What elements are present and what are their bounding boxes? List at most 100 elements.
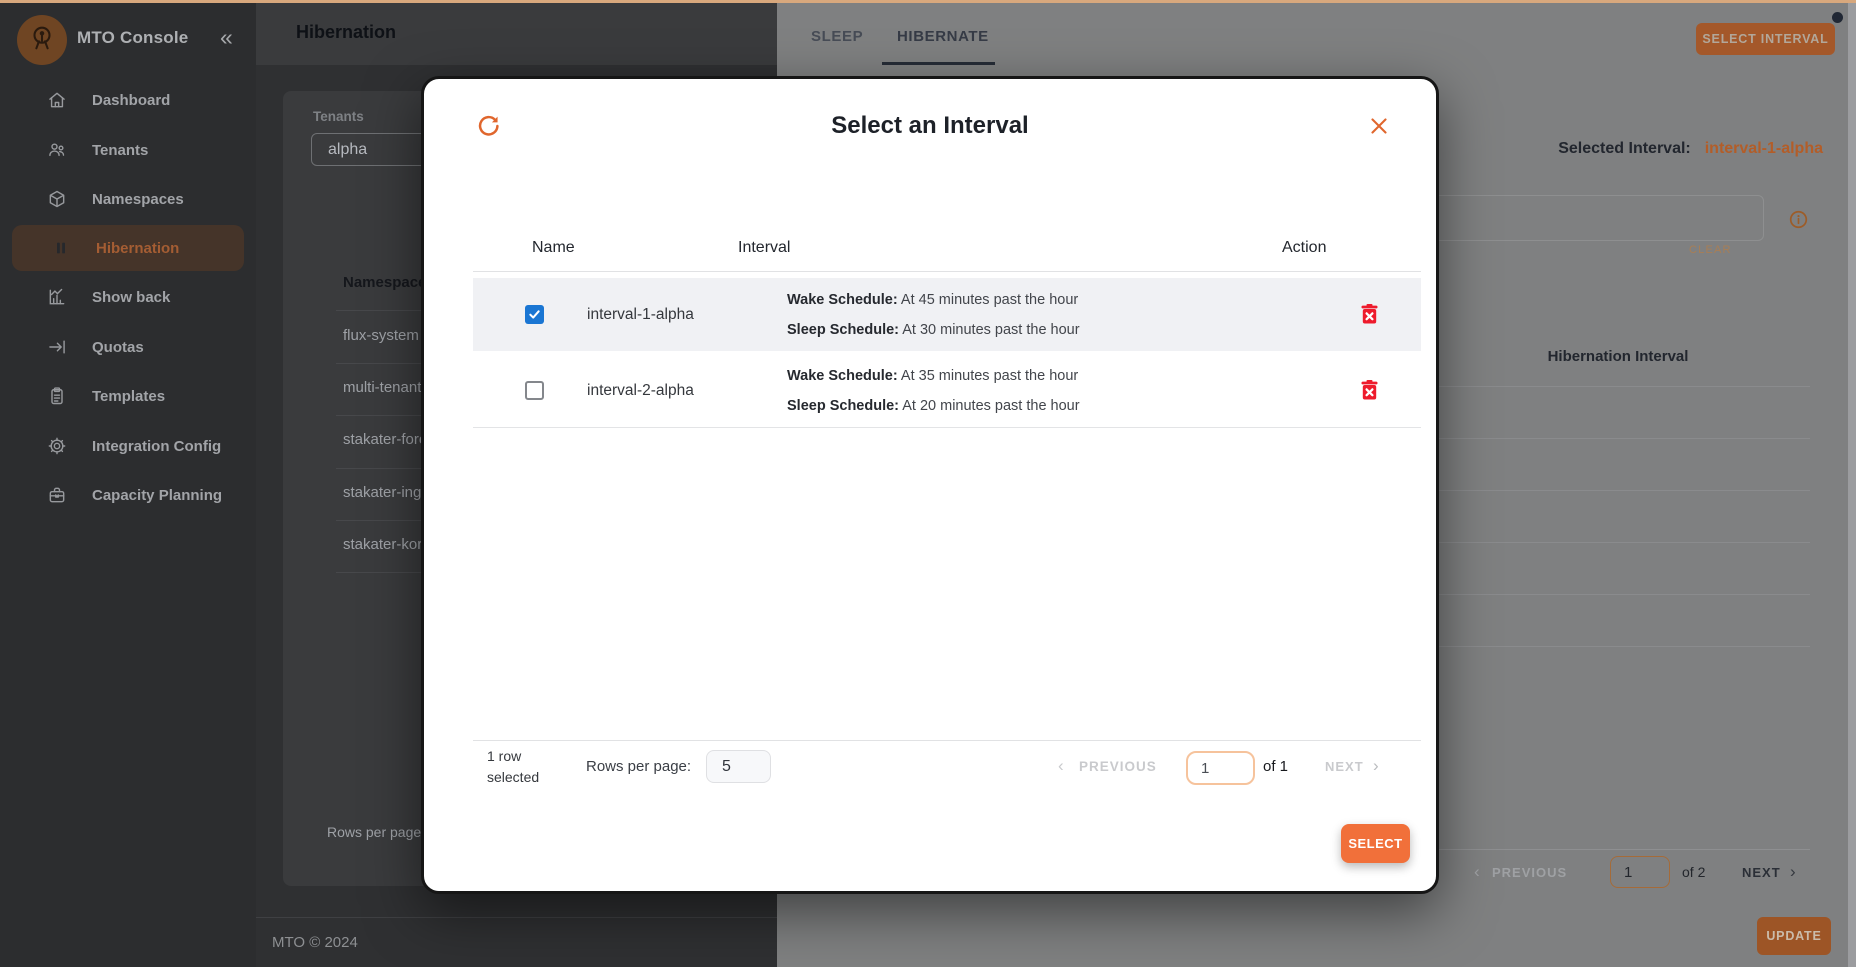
sidebar-item-label: Integration Config xyxy=(92,437,222,455)
scrollbar[interactable] xyxy=(1848,0,1856,967)
tab-hibernate[interactable]: HIBERNATE xyxy=(897,28,989,45)
select-interval-button[interactable]: SELECT INTERVAL xyxy=(1696,23,1835,55)
selected-interval-row: Selected Interval: interval-1-alpha xyxy=(1558,138,1823,160)
wake-schedule-label: Wake Schedule: xyxy=(787,292,898,308)
sidebar-item-hibernation[interactable]: Hibernation xyxy=(12,225,244,271)
namespace-row[interactable]: flux-system xyxy=(343,327,419,344)
divider xyxy=(473,271,1421,272)
close-icon[interactable] xyxy=(1367,114,1391,138)
mto-logo-icon xyxy=(27,23,57,58)
selected-interval-label: Selected Interval: xyxy=(1558,140,1691,157)
sidebar-item-label: Tenants xyxy=(92,141,149,159)
row-checkbox-unchecked[interactable] xyxy=(525,381,544,400)
sidebar-item-label: Show back xyxy=(92,288,171,306)
divider xyxy=(473,740,1421,741)
delete-icon[interactable] xyxy=(1361,304,1378,324)
sleep-schedule-text: At 30 minutes past the hour xyxy=(899,322,1080,338)
sleep-schedule: Sleep Schedule: At 30 minutes past the h… xyxy=(787,322,1080,338)
page-number-input[interactable] xyxy=(1186,751,1255,785)
sidebar-item-label: Templates xyxy=(92,387,166,405)
select-interval-dialog: Select an Interval Name Interval Action … xyxy=(421,76,1439,894)
wake-schedule-label: Wake Schedule: xyxy=(787,368,898,384)
wake-schedule: Wake Schedule: At 45 minutes past the ho… xyxy=(787,292,1078,308)
chevron-left-icon: ‹ xyxy=(1474,862,1480,881)
dialog-title: Select an Interval xyxy=(831,112,1029,139)
page-count-label: of 1 xyxy=(1263,758,1289,775)
mto-logo xyxy=(17,15,67,65)
sidebar-item-tenants[interactable]: Tenants xyxy=(8,127,248,173)
active-tab-indicator xyxy=(882,62,995,65)
rows-per-page-select[interactable]: 5 xyxy=(706,750,771,783)
sidebar-item-label: Namespaces xyxy=(92,190,184,208)
info-icon[interactable] xyxy=(1789,210,1808,229)
showback-chart-icon xyxy=(47,287,67,307)
interval-name: interval-1-alpha xyxy=(587,306,694,323)
sleep-schedule-label: Sleep Schedule: xyxy=(787,322,900,338)
selected-rows-count-line1: 1 row xyxy=(487,748,522,764)
namespaces-icon xyxy=(47,189,67,209)
previous-page-button[interactable]: PREVIOUS xyxy=(1492,864,1568,880)
templates-clipboard-icon xyxy=(47,386,67,406)
sidebar-item-integration-config[interactable]: Integration Config xyxy=(8,423,248,469)
page-header-strip xyxy=(256,0,777,65)
sidebar-item-templates[interactable]: Templates xyxy=(8,373,248,419)
table-row-divider xyxy=(1100,542,1810,543)
page-number-input[interactable]: 1 xyxy=(1610,856,1670,888)
gear-icon xyxy=(47,436,67,456)
next-page-button[interactable]: NEXT xyxy=(1325,759,1364,774)
chevron-left-icon: ‹ xyxy=(1058,756,1064,775)
sidebar-item-label: Quotas xyxy=(92,338,144,356)
rows-per-page-label: Rows per page xyxy=(327,824,421,840)
sidebar-item-label: Dashboard xyxy=(92,91,171,109)
table-row-divider xyxy=(1100,594,1810,595)
hibernation-pause-icon xyxy=(51,238,71,258)
sidebar-item-quotas[interactable]: Quotas xyxy=(8,324,248,370)
tab-sleep[interactable]: SLEEP xyxy=(811,28,864,45)
interval-table-row[interactable]: interval-2-alpha Wake Schedule: At 35 mi… xyxy=(473,353,1421,428)
sidebar-item-showback[interactable]: Show back xyxy=(8,274,248,320)
clear-button[interactable]: CLEAR xyxy=(1689,244,1732,256)
table-row-divider xyxy=(1100,438,1810,439)
collapse-sidebar-icon[interactable]: « xyxy=(220,24,233,50)
page-count-label: of 2 xyxy=(1682,864,1706,880)
sidebar-item-capacity-planning[interactable]: Capacity Planning xyxy=(8,472,248,518)
next-page-button[interactable]: NEXT xyxy=(1742,864,1781,880)
wake-schedule: Wake Schedule: At 35 minutes past the ho… xyxy=(787,368,1078,384)
namespace-row[interactable]: stakater-fore xyxy=(343,431,423,448)
tenants-icon xyxy=(47,140,67,160)
sidebar-item-dashboard[interactable]: Dashboard xyxy=(8,77,248,123)
table-row-divider xyxy=(1100,490,1810,491)
wake-schedule-text: At 45 minutes past the hour xyxy=(897,292,1079,308)
sidebar-item-label: Hibernation xyxy=(96,239,180,257)
select-button[interactable]: SELECT xyxy=(1341,824,1410,863)
app-footer: MTO © 2024 xyxy=(272,934,358,951)
divider xyxy=(256,917,777,918)
page-title: Hibernation xyxy=(296,22,397,42)
rows-per-page-label: Rows per page: xyxy=(586,758,692,775)
update-button[interactable]: UPDATE xyxy=(1757,917,1831,955)
namespace-row[interactable]: stakater-ing xyxy=(343,484,422,501)
notification-dot xyxy=(1832,12,1843,23)
previous-page-button[interactable]: PREVIOUS xyxy=(1079,759,1157,774)
chevron-right-icon: › xyxy=(1373,756,1379,775)
delete-icon[interactable] xyxy=(1361,380,1378,400)
sleep-schedule-label: Sleep Schedule: xyxy=(787,398,900,414)
sidebar-item-namespaces[interactable]: Namespaces xyxy=(8,176,248,222)
row-checkbox-checked[interactable] xyxy=(525,305,544,324)
namespace-row[interactable]: stakater-kor xyxy=(343,536,423,553)
refresh-icon[interactable] xyxy=(476,113,502,139)
top-progress-strip xyxy=(0,0,1856,3)
selected-interval-value: interval-1-alpha xyxy=(1704,140,1823,157)
column-header-interval: Interval xyxy=(738,239,791,256)
namespace-row[interactable]: multi-tenant xyxy=(343,379,422,396)
wake-schedule-text: At 35 minutes past the hour xyxy=(897,368,1079,384)
interval-table-row[interactable]: interval-1-alpha Wake Schedule: At 45 mi… xyxy=(473,278,1421,351)
column-header-action: Action xyxy=(1282,239,1327,256)
chevron-right-icon[interactable]: › xyxy=(1790,862,1796,881)
selected-rows-count: 1 row selected xyxy=(487,746,539,788)
selected-rows-count-line2: selected xyxy=(487,769,540,785)
column-header-name: Name xyxy=(532,239,575,256)
tenant-field-label: Tenants xyxy=(313,109,364,124)
divider xyxy=(1100,849,1810,850)
